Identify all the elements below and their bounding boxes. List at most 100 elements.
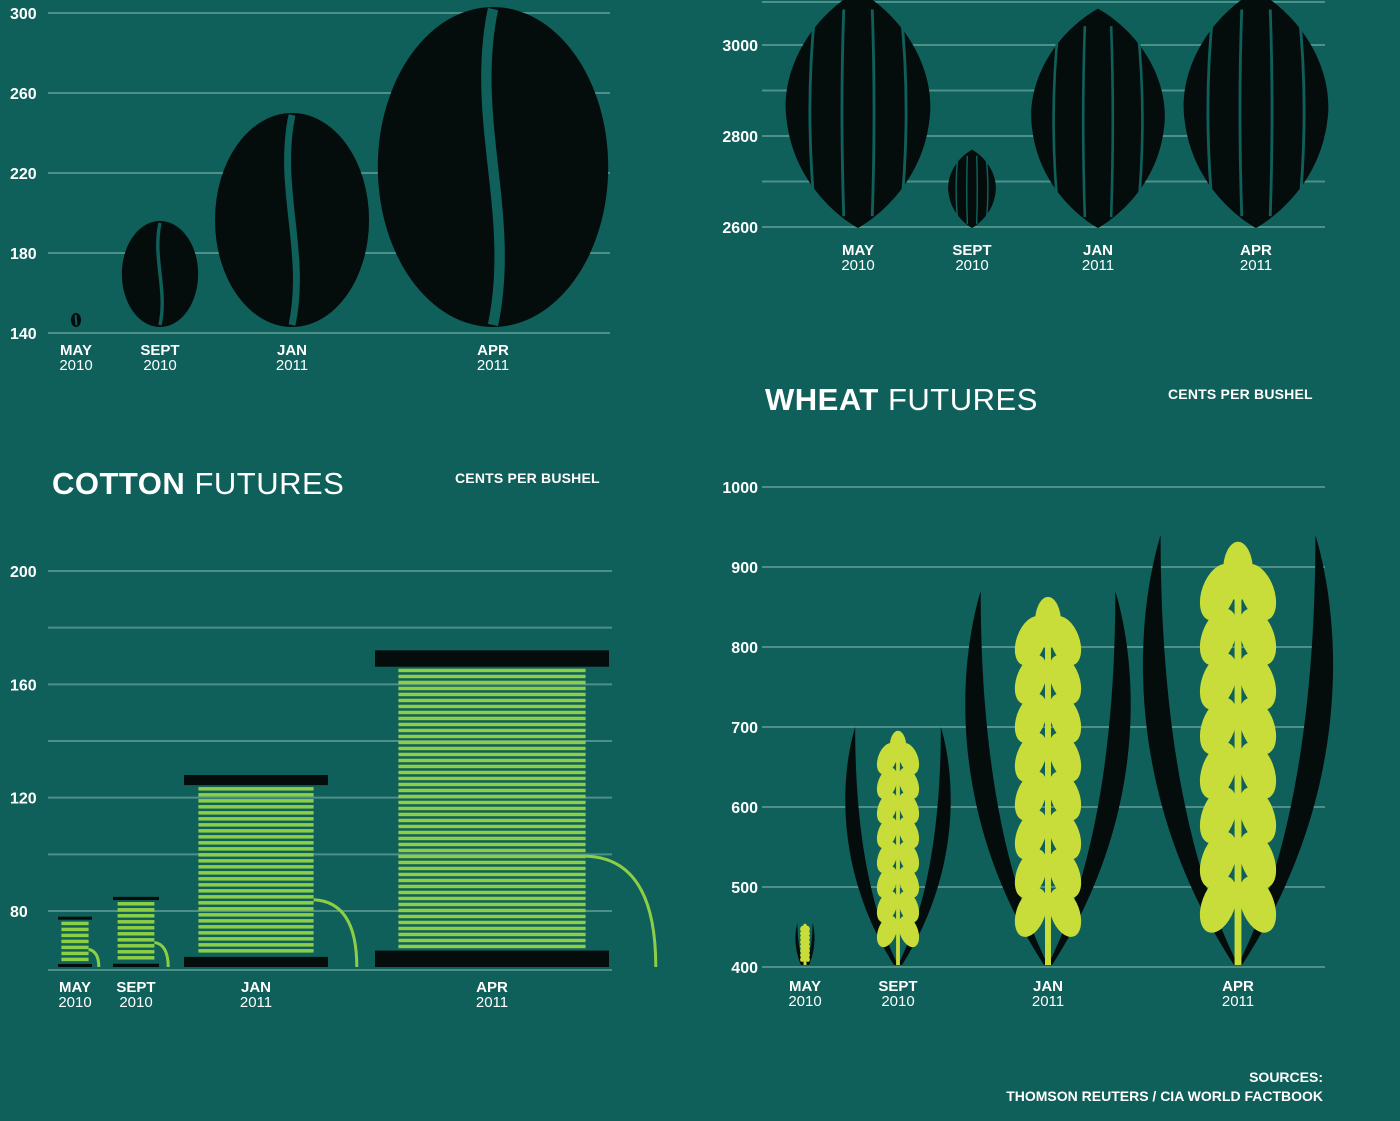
coffee-bean-crease bbox=[284, 114, 300, 326]
thread-line bbox=[198, 871, 314, 875]
thread-line bbox=[198, 889, 314, 893]
thread-spool-icon bbox=[184, 775, 328, 786]
thread-line bbox=[61, 933, 89, 938]
thread-line bbox=[198, 943, 314, 947]
wheat-stalk-icon bbox=[1045, 628, 1051, 965]
coffee-bean-crease bbox=[156, 222, 164, 326]
x-tick-label: JAN bbox=[241, 979, 271, 996]
wheat-grain bbox=[805, 956, 810, 962]
thread-line bbox=[398, 836, 586, 841]
cocoa-pod-ridge bbox=[955, 155, 959, 225]
wheat-grain bbox=[1199, 608, 1237, 666]
thread-line bbox=[198, 883, 314, 887]
wheat-grain bbox=[800, 930, 805, 936]
wheat-grain bbox=[800, 943, 805, 949]
x-tick-label: JAN bbox=[277, 342, 307, 359]
thread-line bbox=[398, 740, 586, 745]
y-tick-label: 1000 bbox=[722, 480, 758, 497]
thread-line bbox=[398, 710, 586, 715]
spool-base bbox=[184, 956, 328, 967]
x-tick-label: 2011 bbox=[1240, 257, 1272, 274]
thread-line bbox=[398, 938, 586, 943]
y-tick-label: 80 bbox=[10, 904, 28, 921]
sources-text: THOMSON REUTERS / CIA WORLD FACTBOOK bbox=[1006, 1088, 1323, 1104]
wheat-grain bbox=[1014, 693, 1048, 743]
thread-line bbox=[398, 824, 586, 829]
thread-line bbox=[398, 890, 586, 895]
thread-line bbox=[398, 842, 586, 847]
wheat-unit: CENTS PER BUSHEL bbox=[1168, 386, 1313, 402]
wheat-leaf bbox=[805, 923, 815, 965]
cocoa-pod-ridge bbox=[840, 9, 846, 217]
wheat-grain bbox=[1048, 771, 1082, 821]
thread-line bbox=[398, 728, 586, 733]
wheat-grain bbox=[1048, 693, 1082, 743]
thread-line bbox=[398, 668, 586, 673]
wheat-grain bbox=[1239, 831, 1277, 889]
wheat-leaf bbox=[1142, 535, 1238, 965]
x-tick-label: APR bbox=[1240, 242, 1272, 259]
thread-line bbox=[198, 877, 314, 881]
thread-spool-mark bbox=[58, 916, 101, 968]
x-tick-label: SEPT bbox=[140, 342, 179, 359]
wheat-grain bbox=[898, 891, 920, 923]
cocoa-pod-icon bbox=[1183, 0, 1329, 228]
wheat-grain bbox=[1199, 742, 1237, 799]
wheat-grain bbox=[805, 947, 810, 954]
thread-tail bbox=[313, 898, 359, 968]
coffee-bean-mark bbox=[377, 7, 609, 327]
thread-line bbox=[198, 847, 314, 851]
wheat-grain bbox=[805, 938, 810, 945]
x-tick-label: 2010 bbox=[881, 993, 914, 1010]
wheat-grain bbox=[1239, 653, 1277, 710]
cocoa-pod-ridge bbox=[1081, 26, 1087, 218]
cocoa-pod-icon bbox=[1031, 8, 1165, 228]
cocoa-pod-mark bbox=[1031, 8, 1165, 228]
wheat-grain bbox=[805, 951, 810, 958]
cotton-unit: CENTS PER BUSHEL bbox=[455, 470, 600, 486]
thread-line bbox=[398, 830, 586, 835]
thread-line bbox=[198, 895, 314, 899]
thread-line bbox=[398, 866, 586, 871]
cocoa-pod-ridge bbox=[1136, 26, 1144, 218]
x-tick-label: MAY bbox=[842, 242, 874, 259]
cotton-title-bold: COTTON bbox=[52, 466, 186, 501]
y-tick-label: 500 bbox=[731, 880, 758, 897]
wheat-grain bbox=[800, 934, 805, 941]
thread-line bbox=[198, 841, 314, 845]
cocoa-pod-ridge bbox=[965, 155, 969, 225]
thread-line bbox=[398, 926, 586, 931]
thread-line bbox=[61, 927, 89, 932]
x-tick-label: JAN bbox=[1083, 242, 1113, 259]
wheat-title-bold: WHEAT bbox=[765, 382, 879, 417]
thread-line bbox=[398, 782, 586, 787]
thread-line bbox=[61, 957, 89, 962]
wheat-grain bbox=[1239, 876, 1277, 933]
thread-line bbox=[117, 950, 155, 954]
thread-line bbox=[198, 793, 314, 797]
thread-line bbox=[61, 945, 89, 950]
thread-line bbox=[198, 799, 314, 803]
x-tick-label: 2010 bbox=[788, 993, 821, 1010]
thread-spool-icon bbox=[375, 650, 609, 667]
cocoa-chart-panel: 2600 2800 3000 MAY 2010 SEPT 2010 JAN 2011 APR 201… bbox=[690, 0, 1390, 290]
wheat-grain bbox=[1239, 697, 1277, 755]
thread-spool-mark bbox=[184, 775, 359, 968]
wheat-grain bbox=[1048, 848, 1082, 899]
x-tick-label: 2011 bbox=[276, 357, 308, 374]
wheat-grain bbox=[1239, 742, 1277, 799]
coffee-chart-panel: 140 180 220 260 300 MAY 2010 SEPT 2010 JAN 2011 APR… bbox=[0, 0, 640, 390]
wheat-stalk-mark bbox=[795, 923, 815, 965]
wheat-leaf bbox=[1238, 535, 1334, 965]
coffee-chart: 140180220260300MAY2010SEPT2010JAN2011APR… bbox=[10, 6, 610, 374]
thread-line bbox=[398, 716, 586, 721]
x-tick-label: SEPT bbox=[116, 979, 155, 996]
wheat-grain bbox=[1199, 787, 1237, 844]
coffee-bean-mark bbox=[121, 221, 199, 327]
y-tick-label: 300 bbox=[10, 6, 37, 23]
thread-line bbox=[398, 896, 586, 901]
cocoa-pod-ridge bbox=[985, 155, 989, 225]
thread-line bbox=[198, 937, 314, 941]
y-tick-label: 120 bbox=[10, 791, 37, 808]
y-tick-label: 2800 bbox=[722, 129, 758, 146]
